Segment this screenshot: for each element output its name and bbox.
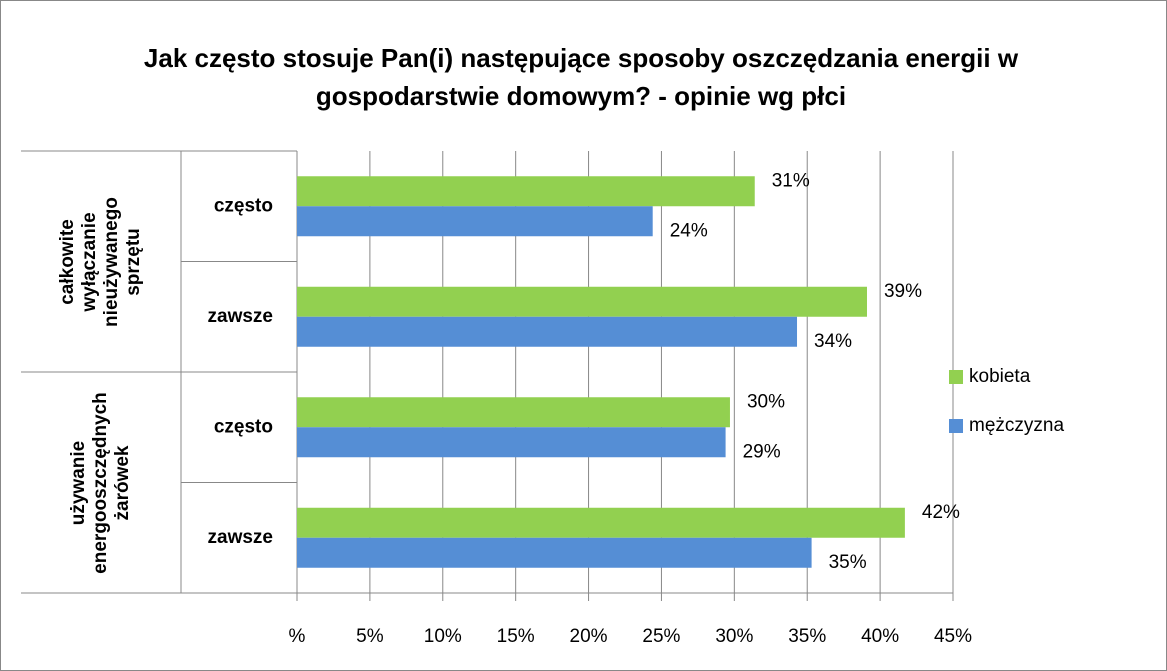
x-tick-label: 15% [497, 626, 535, 647]
bar [297, 427, 726, 458]
value-label: 29% [743, 441, 781, 462]
bar [297, 397, 730, 428]
y-tick-label: często [214, 195, 273, 216]
value-label: 42% [922, 502, 960, 523]
y-tick-label: zawsze [208, 527, 273, 548]
x-tick-label: % [289, 626, 306, 647]
x-tick-label: 10% [424, 626, 462, 647]
legend-label: kobieta [969, 366, 1031, 387]
bar [297, 206, 653, 237]
group-label: używanie energooszczędnych żarówek [68, 391, 133, 574]
x-tick-label: 25% [642, 626, 680, 647]
bar [297, 316, 798, 347]
bar [297, 537, 812, 568]
y-tick-label: zawsze [208, 306, 273, 327]
x-tick-label: 30% [715, 626, 753, 647]
bar [297, 507, 905, 538]
x-tick-label: 40% [861, 626, 899, 647]
legend-swatch [949, 370, 963, 384]
value-label: 35% [829, 552, 867, 573]
x-tick-label: 20% [570, 626, 608, 647]
value-label: 30% [747, 391, 785, 412]
value-label: 39% [884, 281, 922, 302]
legend-swatch [949, 419, 963, 433]
value-label: 34% [814, 331, 852, 352]
value-label: 31% [772, 170, 810, 191]
group-label: całkowite wyłączanie nieużywanego sprzęt… [57, 196, 144, 327]
x-tick-label: 5% [356, 626, 384, 647]
bar [297, 176, 755, 207]
chart-title: Jak często stosuje Pan(i) następujące sp… [143, 43, 1019, 111]
x-tick-label: 35% [788, 626, 826, 647]
value-label: 24% [670, 220, 708, 241]
y-tick-label: często [214, 416, 273, 437]
x-tick-label: 45% [934, 626, 972, 647]
legend-label: mężczyzna [969, 415, 1064, 436]
bar [297, 286, 867, 317]
